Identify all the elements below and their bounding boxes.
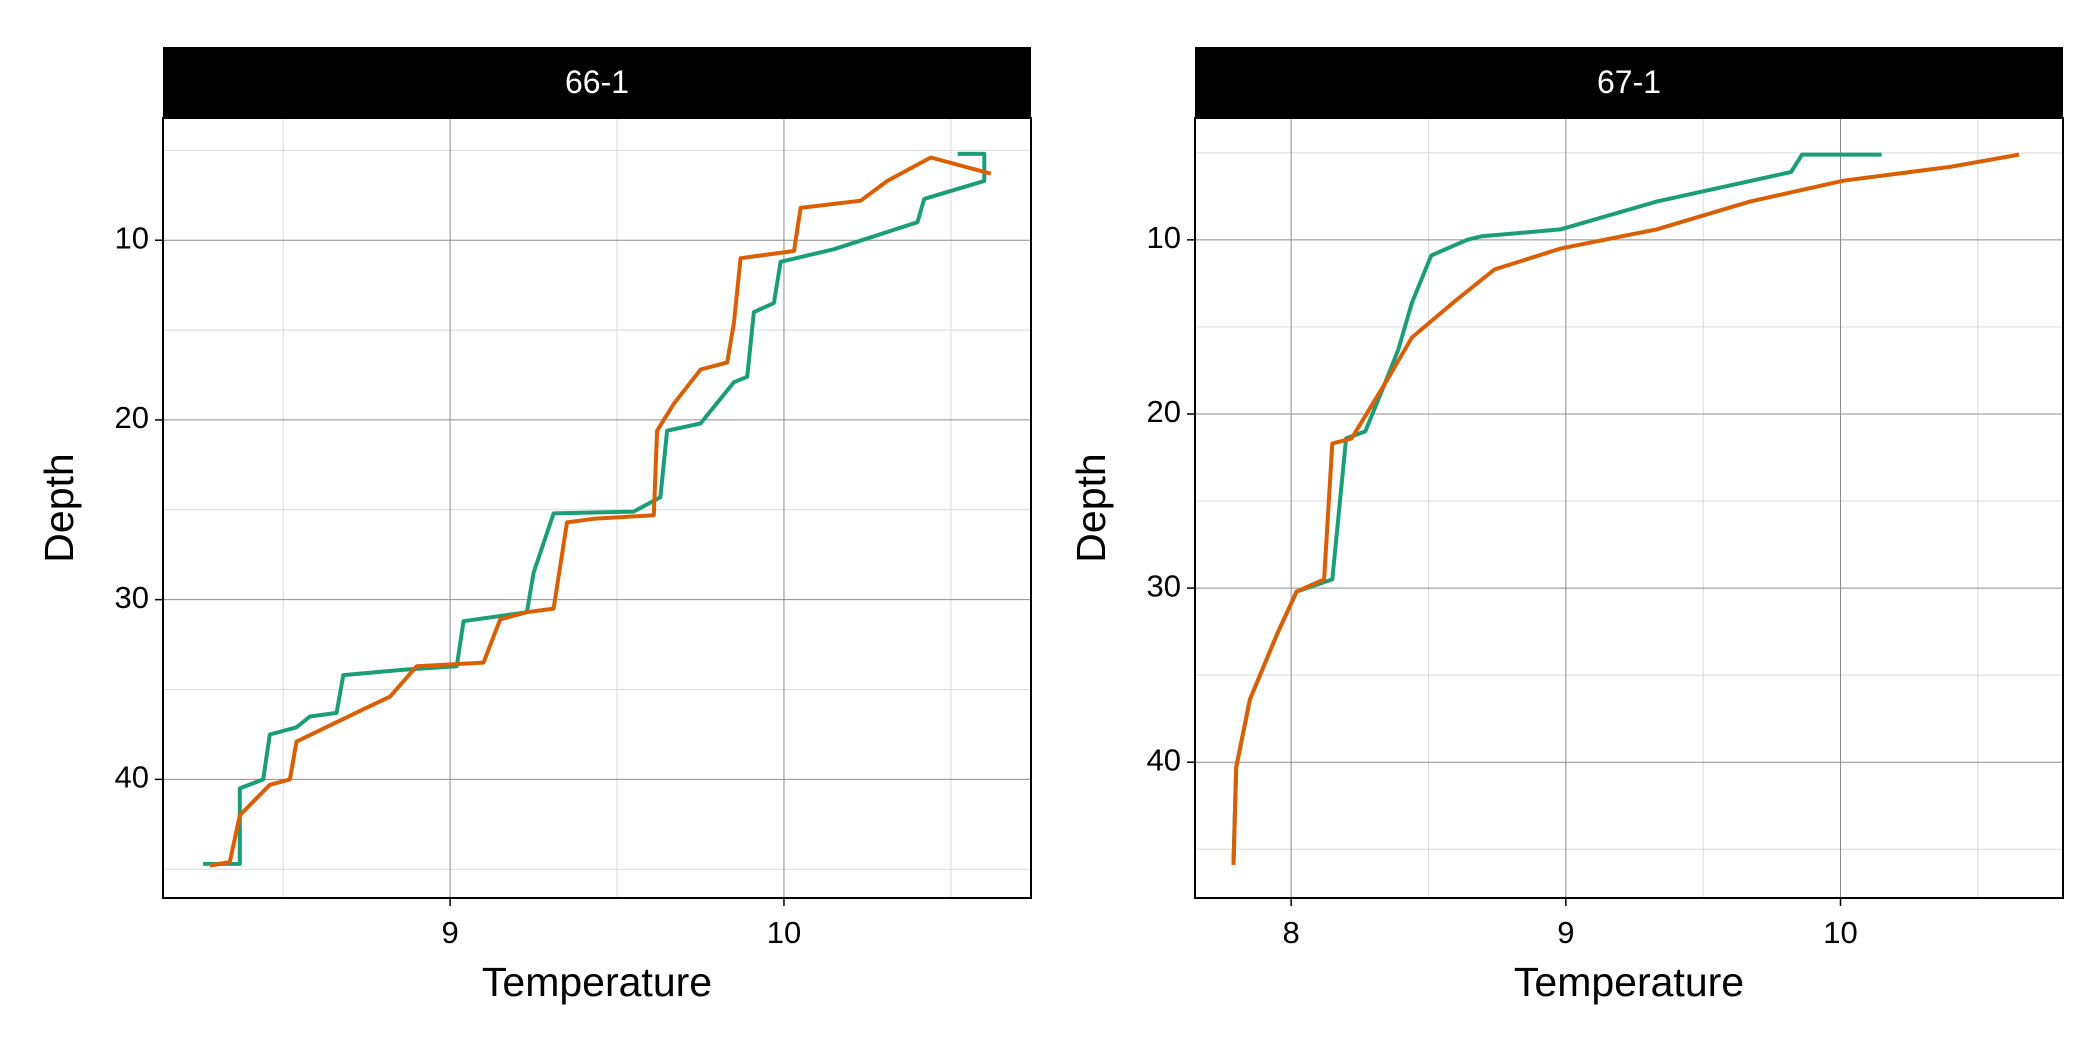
x-axis-title: Temperature [1514, 959, 1744, 1005]
y-tick-label: 30 [115, 580, 149, 615]
y-tick-label: 40 [115, 760, 149, 795]
x-tick-label: 9 [1557, 915, 1574, 950]
y-tick-label: 20 [1147, 394, 1181, 429]
strip [1195, 47, 2063, 118]
x-axis-title: Temperature [482, 959, 712, 1005]
x-tick-label: 8 [1283, 915, 1300, 950]
strip-title: 67-1 [1597, 64, 1661, 100]
y-tick-label: 40 [1147, 742, 1181, 777]
y-tick-label: 30 [1147, 568, 1181, 603]
y-axis-title: Depth [1068, 453, 1114, 562]
strip-title: 66-1 [565, 64, 629, 100]
y-tick-label: 10 [115, 220, 149, 255]
y-tick-label: 20 [115, 400, 149, 435]
series-line [203, 151, 987, 866]
series-line [1231, 152, 2020, 865]
series-line [209, 155, 992, 868]
y-tick-label: 10 [1147, 220, 1181, 255]
x-tick-label: 10 [767, 915, 801, 950]
strip [163, 47, 1031, 118]
x-tick-label: 10 [1823, 915, 1857, 950]
x-tick-label: 9 [441, 915, 458, 950]
panel-background [163, 118, 1031, 898]
y-axis-title: Depth [36, 453, 82, 562]
